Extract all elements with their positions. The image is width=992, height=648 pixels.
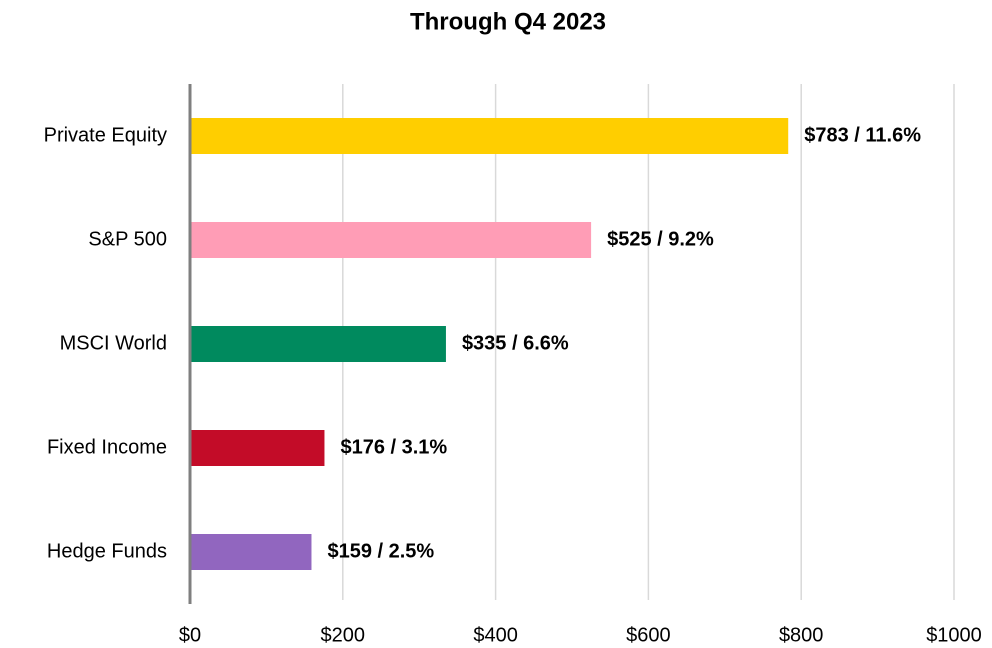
x-tick-label: $600 — [626, 624, 671, 646]
bar — [190, 222, 592, 258]
bar — [190, 430, 325, 466]
category-label: Fixed Income — [47, 436, 167, 458]
value-label: $159 / 2.5% — [327, 540, 434, 562]
value-label: $525 / 9.2% — [607, 228, 714, 250]
value-label: $176 / 3.1% — [340, 436, 447, 458]
bar — [190, 118, 789, 154]
x-tick-label: $1000 — [926, 624, 982, 646]
x-tick-label: $0 — [179, 624, 201, 646]
category-label: S&P 500 — [88, 228, 167, 250]
category-label: MSCI World — [60, 332, 167, 354]
value-label: $783 / 11.6% — [804, 124, 921, 146]
category-label: Private Equity — [44, 124, 167, 146]
x-tick-label: $800 — [779, 624, 824, 646]
x-tick-label: $200 — [321, 624, 366, 646]
value-label: $335 / 6.6% — [462, 332, 569, 354]
bar — [190, 326, 446, 362]
category-label: Hedge Funds — [47, 540, 167, 562]
bar — [190, 534, 312, 570]
chart-title: Through Q4 2023 — [410, 8, 606, 35]
x-tick-label: $400 — [473, 624, 518, 646]
